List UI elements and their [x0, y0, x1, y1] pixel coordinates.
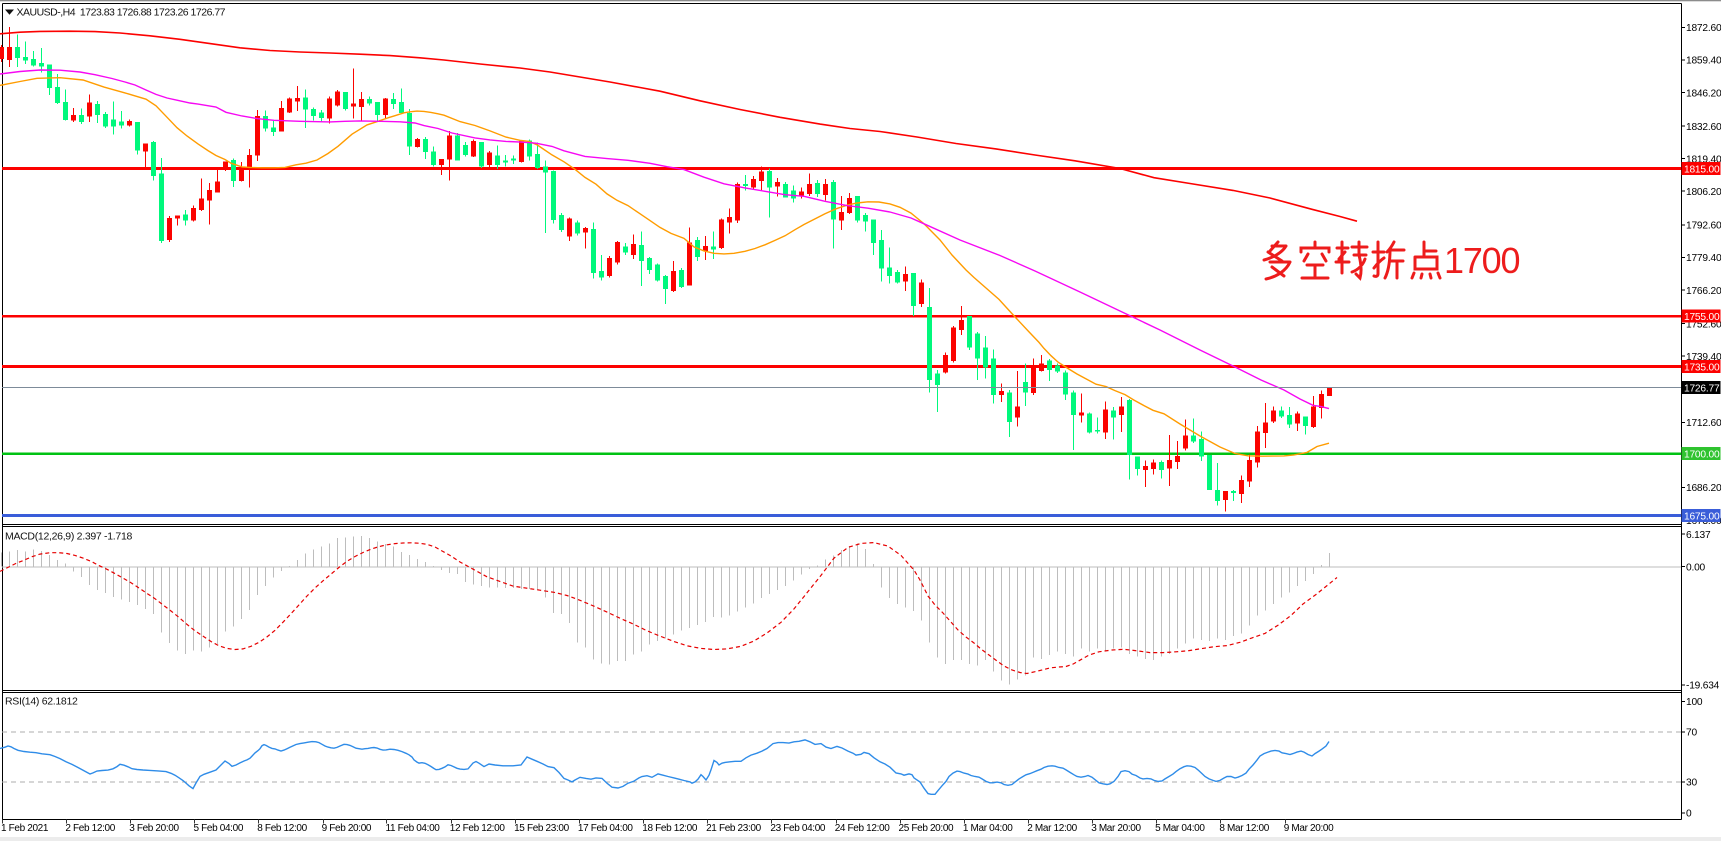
svg-text:11 Feb 04:00: 11 Feb 04:00 — [386, 823, 441, 834]
svg-text:21 Feb 23:00: 21 Feb 23:00 — [706, 823, 762, 834]
svg-text:1779.40: 1779.40 — [1686, 253, 1721, 264]
svg-text:1815.00: 1815.00 — [1684, 165, 1720, 176]
svg-text:1700.00: 1700.00 — [1684, 450, 1720, 461]
svg-text:1846.20: 1846.20 — [1686, 88, 1721, 99]
svg-text:1755.00: 1755.00 — [1684, 312, 1720, 323]
svg-text:-19.634: -19.634 — [1686, 681, 1720, 692]
svg-text:1712.60: 1712.60 — [1686, 418, 1721, 429]
svg-text:9 Feb 20:00: 9 Feb 20:00 — [322, 823, 372, 834]
svg-text:1735.00: 1735.00 — [1684, 363, 1720, 374]
svg-text:70: 70 — [1686, 728, 1697, 739]
svg-text:23 Feb 04:00: 23 Feb 04:00 — [770, 823, 826, 834]
svg-text:XAUUSD-,H4 1723.83 1726.88 17: XAUUSD-,H4 1723.83 1726.88 1723.26 1726.… — [17, 6, 226, 18]
svg-text:1726.77: 1726.77 — [1684, 383, 1720, 394]
svg-text:0: 0 — [1686, 809, 1692, 820]
svg-text:1675.00: 1675.00 — [1684, 511, 1720, 522]
svg-text:3 Feb 20:00: 3 Feb 20:00 — [129, 823, 179, 834]
svg-text:30: 30 — [1686, 778, 1697, 789]
svg-text:1872.60: 1872.60 — [1686, 23, 1721, 34]
svg-text:6.137: 6.137 — [1686, 530, 1711, 541]
svg-text:RSI(14) 62.1812: RSI(14) 62.1812 — [5, 696, 78, 708]
svg-text:MACD(12,26,9) 2.397 -1.718: MACD(12,26,9) 2.397 -1.718 — [5, 531, 132, 543]
svg-text:1832.60: 1832.60 — [1686, 122, 1721, 133]
svg-text:5 Feb 04:00: 5 Feb 04:00 — [194, 823, 244, 834]
svg-text:24 Feb 12:00: 24 Feb 12:00 — [835, 823, 891, 834]
svg-text:1686.20: 1686.20 — [1686, 483, 1721, 494]
svg-text:3 Mar 20:00: 3 Mar 20:00 — [1091, 823, 1141, 834]
svg-text:17 Feb 04:00: 17 Feb 04:00 — [578, 823, 634, 834]
svg-text:15 Feb 23:00: 15 Feb 23:00 — [514, 823, 570, 834]
svg-text:1 Feb 2021: 1 Feb 2021 — [1, 823, 49, 834]
svg-text:25 Feb 20:00: 25 Feb 20:00 — [899, 823, 955, 834]
svg-text:0.00: 0.00 — [1686, 562, 1706, 573]
svg-text:1766.20: 1766.20 — [1686, 286, 1721, 297]
svg-text:1859.40: 1859.40 — [1686, 56, 1721, 67]
svg-text:8 Mar 12:00: 8 Mar 12:00 — [1219, 823, 1269, 834]
svg-text:2 Feb 12:00: 2 Feb 12:00 — [65, 823, 115, 834]
svg-text:12 Feb 12:00: 12 Feb 12:00 — [450, 823, 506, 834]
svg-text:1739.40: 1739.40 — [1686, 352, 1721, 363]
svg-text:1806.20: 1806.20 — [1686, 187, 1721, 198]
svg-text:100: 100 — [1686, 697, 1703, 708]
svg-text:18 Feb 12:00: 18 Feb 12:00 — [642, 823, 698, 834]
svg-text:1 Mar 04:00: 1 Mar 04:00 — [963, 823, 1013, 834]
svg-text:1752.60: 1752.60 — [1686, 319, 1721, 330]
svg-text:1700: 1700 — [1444, 240, 1519, 281]
svg-text:1792.60: 1792.60 — [1686, 221, 1721, 232]
svg-text:9 Mar 20:00: 9 Mar 20:00 — [1284, 823, 1334, 834]
svg-text:5 Mar 04:00: 5 Mar 04:00 — [1155, 823, 1205, 834]
svg-text:1819.40: 1819.40 — [1686, 154, 1721, 165]
svg-text:2 Mar 12:00: 2 Mar 12:00 — [1027, 823, 1077, 834]
svg-text:8 Feb 12:00: 8 Feb 12:00 — [257, 823, 307, 834]
